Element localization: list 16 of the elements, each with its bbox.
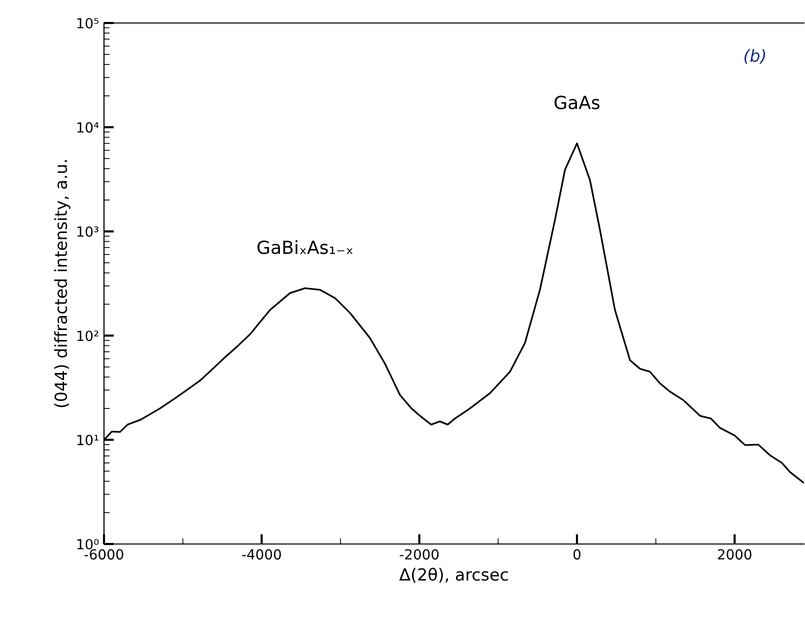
y-tick-label: 10⁰	[77, 538, 99, 550]
x-axis-title: Δ(2θ), arcsec	[399, 568, 508, 583]
x-tick-label: -6000	[84, 549, 124, 560]
x-tick-label: 2000	[718, 549, 752, 560]
y-tick-label: 10³	[77, 226, 98, 237]
y-tick-label: 10⁵	[77, 18, 98, 28]
annotation: (b)	[744, 49, 766, 64]
annotation: GaAs	[554, 96, 600, 110]
x-tick-label: -4000	[242, 549, 281, 560]
y-tick-label: 10¹	[77, 434, 98, 446]
y-axis-title: (044) diffracted intensity, a.u.	[54, 160, 70, 408]
x-tick-label: 0	[573, 549, 580, 560]
y-tick-label: 10²	[77, 330, 98, 342]
annotation: GaBiₓAs₁₋ₓ	[258, 240, 353, 254]
x-tick-label: -2000	[400, 549, 439, 560]
y-tick-label: 10⁴	[77, 122, 99, 133]
